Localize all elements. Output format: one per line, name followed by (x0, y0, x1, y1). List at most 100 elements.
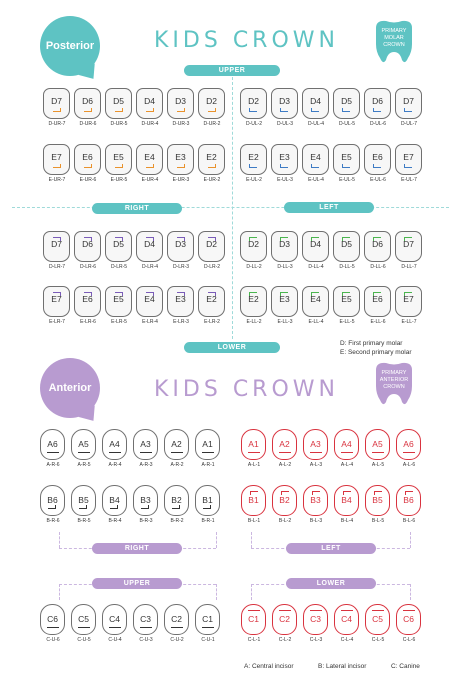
posterior-tooth[interactable]: D6 (364, 88, 391, 119)
posterior-tooth[interactable]: D7 (395, 88, 422, 119)
anterior-tooth[interactable]: B3 (133, 485, 158, 516)
posterior-tooth[interactable]: D4 (302, 88, 329, 119)
anterior-tooth[interactable]: B2 (272, 485, 297, 516)
anterior-tooth[interactable]: C6 (40, 604, 65, 635)
posterior-tooth[interactable]: E5 (105, 144, 132, 175)
anterior-tooth[interactable]: A5 (71, 429, 96, 460)
posterior-tooth[interactable]: D5 (105, 88, 132, 119)
anterior-tooth[interactable]: C3 (133, 604, 158, 635)
anterior-tooth[interactable]: C5 (365, 604, 390, 635)
anterior-tooth[interactable]: C1 (241, 604, 266, 635)
anterior-tooth[interactable]: B4 (334, 485, 359, 516)
anterior-tooth[interactable]: B6 (396, 485, 421, 516)
tooth-label: E3 (279, 294, 290, 304)
posterior-tooth[interactable]: D4 (302, 231, 329, 262)
posterior-tooth[interactable]: E2 (198, 286, 225, 317)
posterior-tooth[interactable]: D2 (240, 88, 267, 119)
posterior-tooth[interactable]: E6 (364, 286, 391, 317)
anterior-tooth[interactable]: C2 (164, 604, 189, 635)
posterior-tooth[interactable]: E5 (333, 144, 360, 175)
tooth-orientation-mark (203, 505, 211, 509)
tooth-label: D5 (113, 239, 124, 249)
tooth-label: D7 (403, 96, 414, 106)
tooth-code: D-UL-3 (276, 121, 294, 127)
anterior-tooth[interactable]: B1 (241, 485, 266, 516)
anterior-tooth[interactable]: B6 (40, 485, 65, 516)
posterior-tooth[interactable]: D2 (198, 88, 225, 119)
posterior-tooth[interactable]: E2 (240, 144, 267, 175)
posterior-tooth[interactable]: D6 (74, 231, 101, 262)
anterior-tooth[interactable]: A1 (195, 429, 220, 460)
posterior-tooth[interactable]: E4 (136, 286, 163, 317)
posterior-tooth[interactable]: E2 (240, 286, 267, 317)
posterior-tooth[interactable]: E7 (395, 286, 422, 317)
anterior-tooth[interactable]: C6 (396, 604, 421, 635)
anterior-tooth[interactable]: A3 (133, 429, 158, 460)
anterior-title: KIDS CROWN (154, 377, 339, 402)
posterior-tooth[interactable]: E3 (167, 144, 194, 175)
tooth-orientation-mark (172, 505, 180, 509)
posterior-tooth[interactable]: E4 (302, 286, 329, 317)
posterior-tooth[interactable]: D4 (136, 231, 163, 262)
anterior-tooth[interactable]: B5 (71, 485, 96, 516)
posterior-tooth[interactable]: E3 (271, 286, 298, 317)
posterior-tooth[interactable]: D6 (74, 88, 101, 119)
anterior-tooth[interactable]: C4 (334, 604, 359, 635)
posterior-tooth[interactable]: D2 (240, 231, 267, 262)
anterior-tooth[interactable]: A4 (334, 429, 359, 460)
anterior-tooth[interactable]: C5 (71, 604, 96, 635)
posterior-tooth[interactable]: D3 (271, 231, 298, 262)
posterior-tooth[interactable]: E4 (302, 144, 329, 175)
posterior-tooth[interactable]: E3 (271, 144, 298, 175)
posterior-tooth[interactable]: D4 (136, 88, 163, 119)
anterior-tooth[interactable]: A6 (396, 429, 421, 460)
posterior-tooth[interactable]: D7 (395, 231, 422, 262)
posterior-tooth[interactable]: E6 (74, 286, 101, 317)
posterior-tooth[interactable]: D6 (364, 231, 391, 262)
tooth-label: C3 (310, 614, 321, 624)
anterior-tooth[interactable]: B5 (365, 485, 390, 516)
tooth-orientation-mark (140, 627, 152, 628)
posterior-tooth[interactable]: E6 (74, 144, 101, 175)
anterior-tooth[interactable]: B3 (303, 485, 328, 516)
anterior-tooth[interactable]: B2 (164, 485, 189, 516)
posterior-tooth[interactable]: E7 (43, 286, 70, 317)
posterior-tooth[interactable]: E3 (167, 286, 194, 317)
posterior-tooth[interactable]: D3 (271, 88, 298, 119)
posterior-tooth[interactable]: D2 (198, 231, 225, 262)
anterior-tooth[interactable]: A2 (164, 429, 189, 460)
tooth-code: B-R-5 (77, 518, 91, 524)
posterior-tooth[interactable]: E5 (333, 286, 360, 317)
anterior-tooth[interactable]: B4 (102, 485, 127, 516)
anterior-tooth[interactable]: C1 (195, 604, 220, 635)
tooth-orientation-mark (373, 164, 381, 168)
anterior-tooth[interactable]: C3 (303, 604, 328, 635)
tooth-orientation-mark (341, 610, 353, 611)
posterior-tooth[interactable]: D7 (43, 88, 70, 119)
posterior-tooth[interactable]: D5 (333, 231, 360, 262)
posterior-tooth[interactable]: E6 (364, 144, 391, 175)
posterior-tooth[interactable]: E7 (43, 144, 70, 175)
posterior-tooth[interactable]: D3 (167, 231, 194, 262)
posterior-tooth[interactable]: E4 (136, 144, 163, 175)
posterior-tooth[interactable]: E5 (105, 286, 132, 317)
tooth-code: D-UR-4 (141, 121, 159, 127)
anterior-tooth[interactable]: B1 (195, 485, 220, 516)
posterior-tooth[interactable]: D7 (43, 231, 70, 262)
posterior-tooth[interactable]: E2 (198, 144, 225, 175)
posterior-tooth[interactable]: E7 (395, 144, 422, 175)
anterior-tooth[interactable]: A5 (365, 429, 390, 460)
posterior-tooth[interactable]: D3 (167, 88, 194, 119)
anterior-tooth[interactable]: A1 (241, 429, 266, 460)
anterior-tooth[interactable]: A4 (102, 429, 127, 460)
posterior-tooth[interactable]: D5 (333, 88, 360, 119)
anterior-tooth[interactable]: C2 (272, 604, 297, 635)
tooth-orientation-mark (146, 108, 154, 112)
anterior-tooth[interactable]: A2 (272, 429, 297, 460)
anterior-tooth[interactable]: A6 (40, 429, 65, 460)
anterior-tooth[interactable]: A3 (303, 429, 328, 460)
posterior-tooth[interactable]: D5 (105, 231, 132, 262)
anterior-tooth[interactable]: C4 (102, 604, 127, 635)
tooth-code: A-L-4 (340, 462, 354, 468)
tooth-label: D7 (51, 239, 62, 249)
